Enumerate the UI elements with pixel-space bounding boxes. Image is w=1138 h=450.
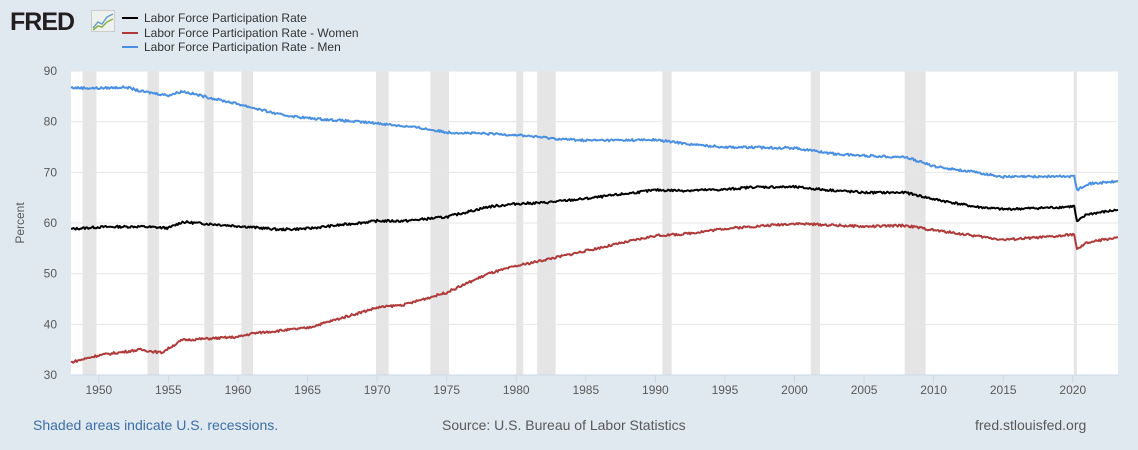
- legend-item[interactable]: Labor Force Participation Rate: [122, 11, 359, 26]
- y-tick-label: 80: [44, 115, 58, 129]
- series-line: [70, 222, 1119, 364]
- fred-chart-icon: [91, 10, 115, 32]
- x-tick-label: 2005: [851, 383, 878, 397]
- x-tick-label: 2010: [920, 383, 947, 397]
- fred-logo[interactable]: FRED: [10, 8, 75, 36]
- x-tick-label: 1970: [364, 383, 391, 397]
- y-tick-label: 40: [44, 317, 58, 331]
- x-tick-label: 1950: [85, 383, 112, 397]
- fred-url-link[interactable]: fred.stlouisfed.org: [975, 417, 1087, 433]
- line-chart: 30 40 50 60 70 80 90 1950 1955 1960 1965 1970 1975 19…: [13, 64, 1119, 397]
- x-tick-label: 1980: [503, 383, 530, 397]
- x-tick-label: 1975: [433, 383, 460, 397]
- x-tick-label: 1960: [225, 383, 252, 397]
- y-axis-label: Percent: [13, 202, 27, 244]
- x-tick-label: 2015: [990, 383, 1017, 397]
- series-line: [70, 184, 1119, 232]
- y-tick-label: 50: [44, 267, 58, 281]
- y-tick-label: 30: [44, 368, 58, 382]
- x-tick-label: 1985: [572, 383, 599, 397]
- legend-item[interactable]: Labor Force Participation Rate - Men: [122, 40, 359, 55]
- x-tick-label: 1955: [155, 383, 182, 397]
- x-tick-label: 2020: [1059, 383, 1086, 397]
- legend-item[interactable]: Labor Force Participation Rate - Women: [122, 26, 359, 41]
- y-tick-label: 90: [44, 64, 58, 78]
- y-tick-label: 60: [44, 216, 58, 230]
- y-tick-label: 70: [44, 165, 58, 179]
- series-line: [70, 85, 1119, 192]
- legend: Labor Force Participation Rate Labor For…: [122, 11, 359, 55]
- recession-note-link[interactable]: Shaded areas indicate U.S. recessions.: [33, 417, 279, 433]
- x-tick-label: 2000: [781, 383, 808, 397]
- x-tick-label: 1995: [712, 383, 739, 397]
- x-tick-label: 1990: [642, 383, 669, 397]
- source-text: Source: U.S. Bureau of Labor Statistics: [442, 417, 686, 433]
- x-tick-label: 1965: [294, 383, 321, 397]
